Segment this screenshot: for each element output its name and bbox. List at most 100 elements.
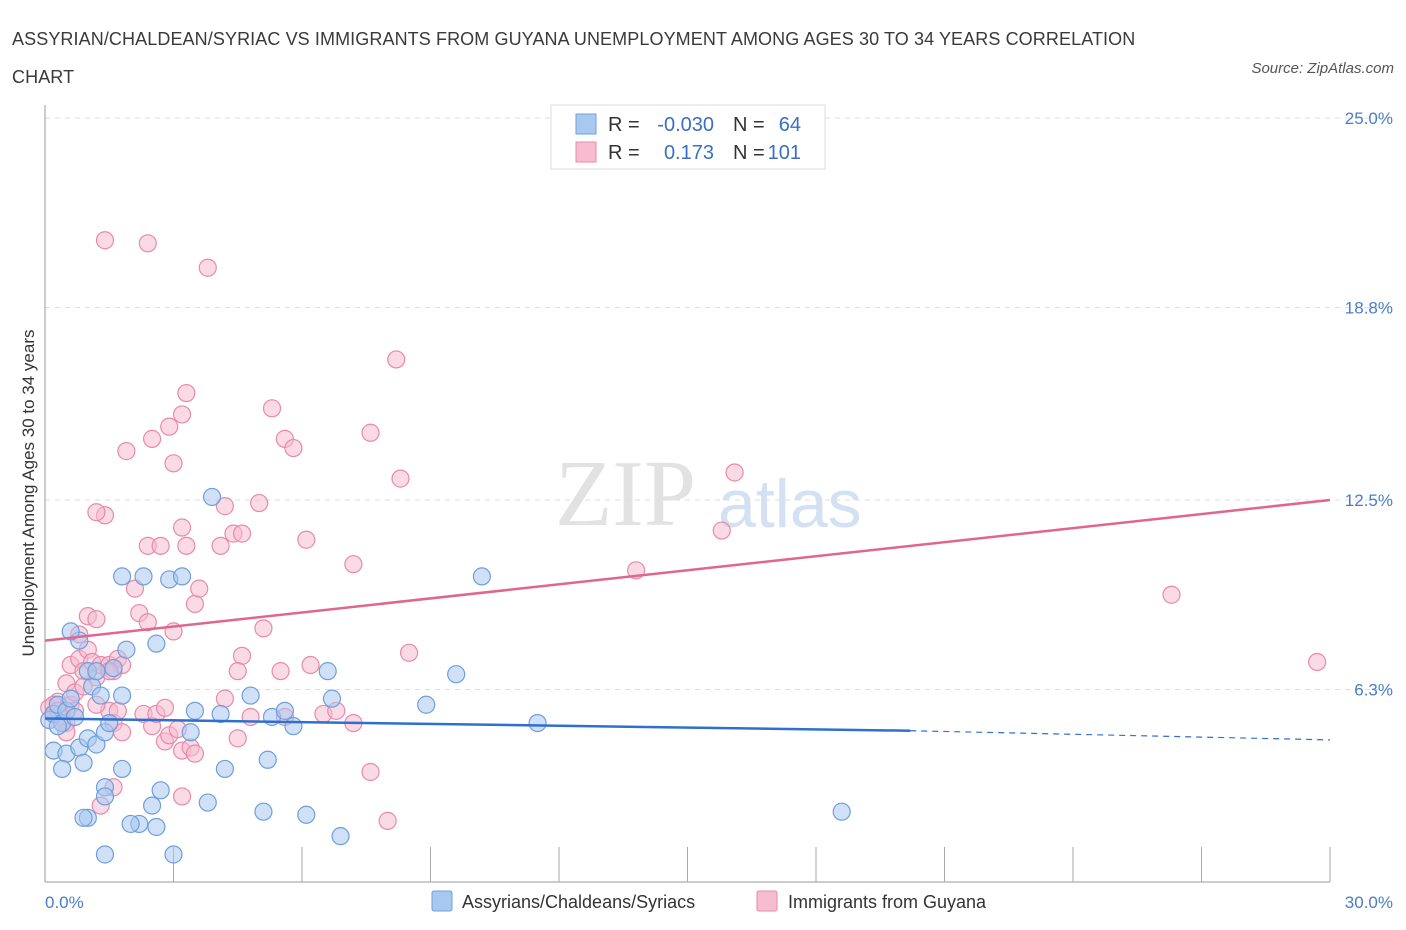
assyrian-point (275, 701, 294, 720)
guyana-point (301, 655, 320, 675)
guyana-point (228, 662, 247, 681)
guyana-point (262, 399, 282, 418)
legend-swatch-pink (575, 141, 597, 163)
assyrian-point (151, 781, 170, 800)
series-legend-label-1: Assyrians/Chaldeans/Syriacs (462, 892, 695, 912)
assyrian-point (117, 640, 136, 659)
legend-n-label-2: N = (733, 142, 765, 164)
watermark-zip: ZIP (555, 442, 696, 546)
guyana-point (95, 231, 115, 250)
guyana-point (297, 530, 316, 549)
series-legend: Assyrians/Chaldeans/Syriacs Immigrants f… (431, 890, 987, 912)
legend-r-label-2: R = (608, 142, 640, 164)
y-axis-label: Unemployment Among Ages 30 to 34 years (19, 330, 38, 657)
guyana-point (172, 405, 192, 424)
x-tick-label-min: 0.0% (45, 893, 84, 912)
guyana-point (1162, 585, 1181, 604)
assyrian-point (142, 796, 162, 815)
assyrian-point (297, 805, 316, 824)
y-tick-label: 6.3% (1354, 680, 1393, 699)
assyrian-point (528, 713, 547, 733)
guyana-point (190, 579, 209, 598)
assyrian-point (121, 814, 140, 834)
assyrian-point (74, 808, 93, 827)
guyana-point (211, 536, 230, 555)
guyana-point (284, 438, 303, 458)
guyana-point (361, 762, 380, 782)
assyrian-point (104, 658, 123, 678)
assyrian-point (61, 622, 80, 641)
assyrian-point (95, 787, 115, 806)
series-assyrians (40, 487, 851, 864)
legend-n-label-1: N = (733, 114, 765, 136)
watermark-atlas: atlas (718, 466, 862, 542)
guyana-point (172, 518, 192, 537)
y-tick-label: 18.8% (1345, 298, 1393, 317)
assyrian-point (65, 707, 85, 727)
y-tick-label: 25.0% (1345, 109, 1393, 128)
series-legend-label-2: Immigrants from Guyana (788, 892, 987, 912)
guyana-point (241, 707, 260, 727)
guyana-trend-line (44, 498, 1331, 642)
assyrian-point (198, 793, 217, 812)
assyrian-point (91, 686, 110, 705)
guyana-point (712, 521, 731, 540)
guyana-point (228, 729, 247, 748)
assyrian-point (95, 845, 115, 864)
trend-lines (44, 498, 1331, 741)
series-legend-swatch-pink (756, 890, 778, 912)
guyana-point (387, 350, 406, 369)
guyana-point (87, 610, 106, 629)
assyrian-point (472, 567, 491, 586)
assyrian-point (318, 662, 337, 681)
guyana-point (1308, 652, 1327, 672)
guyana-point (164, 454, 183, 473)
y-tick-label: 12.5% (1345, 491, 1393, 510)
assyrian-point (112, 686, 132, 705)
guyana-point (172, 787, 192, 806)
guyana-point (117, 442, 136, 461)
assyrian-point (417, 695, 436, 714)
watermark: ZIP atlas (555, 442, 862, 546)
legend-r-label-1: R = (608, 114, 640, 136)
assyrian-point (254, 802, 273, 821)
guyana-point (215, 497, 234, 516)
guyana-point (160, 417, 179, 436)
guyana-point (185, 744, 205, 763)
guyana-point (198, 258, 217, 277)
assyrian-point (112, 567, 132, 586)
guyana-point (138, 234, 157, 253)
assyrian-point (215, 759, 234, 779)
legend-n-value-1: 64 (779, 114, 801, 136)
assyrian-point (87, 662, 106, 681)
assyrian-point (112, 759, 132, 779)
gridlines (45, 117, 1393, 690)
assyrian-point (164, 845, 183, 864)
guyana-point (185, 594, 205, 614)
legend-n-value-2: 101 (768, 142, 801, 164)
guyana-point (177, 383, 196, 403)
assyrian-point (258, 750, 277, 769)
guyana-point (250, 493, 269, 513)
guyana-point (138, 613, 157, 632)
guyana-point (391, 469, 410, 488)
assyrian-point (134, 567, 153, 586)
chart-title: ASSYRIAN/CHALDEAN/SYRIAC VS IMMIGRANTS F… (12, 29, 1136, 87)
assyrian-point (147, 634, 166, 653)
assyrian-point (61, 689, 80, 708)
y-tick-labels: 6.3% 12.5% 18.8% 25.0% (1345, 109, 1393, 699)
guyana-point (271, 662, 290, 681)
assyrian-trend-extension (910, 730, 1331, 741)
legend-swatch-blue (575, 113, 597, 135)
assyrian-point (211, 704, 230, 724)
assyrian-point (202, 487, 222, 507)
legend-r-value-1: -0.030 (657, 114, 714, 136)
guyana-point (344, 555, 363, 574)
guyana-point (399, 643, 419, 662)
assyrian-point (241, 686, 260, 705)
assyrian-point (447, 665, 466, 684)
guyana-point (725, 463, 744, 482)
assyrian-point (331, 827, 350, 846)
series-legend-swatch-blue (431, 890, 453, 912)
